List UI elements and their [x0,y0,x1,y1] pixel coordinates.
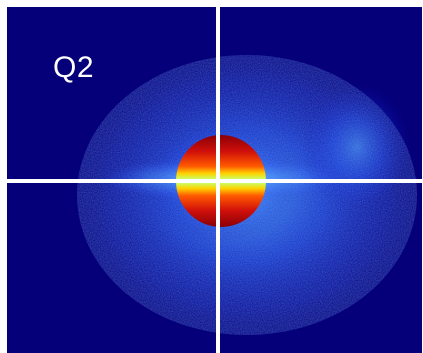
diffraction-image: Q2 [7,7,422,353]
quadrant-label: Q2 [53,51,95,84]
crosshair-horizontal [7,179,422,183]
